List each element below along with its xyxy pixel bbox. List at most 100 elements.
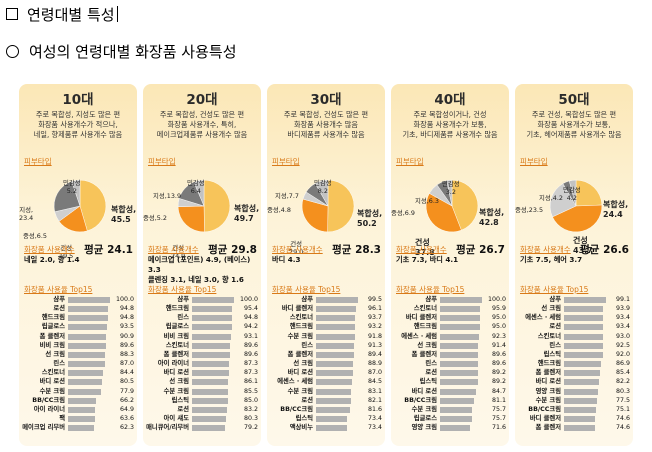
pie-label-name: 건성 (573, 236, 588, 245)
age-description: 주로 복합성, 건성도 많은 편 화장품 사용개수, 특히, 메이크업제품류 사용개… (146, 110, 258, 140)
pie-label-value: 37.8 (415, 248, 435, 257)
pie-label-value: 13.9 (166, 192, 182, 200)
bar-value: 92.5 (615, 341, 630, 349)
bar-row: 아이 라이너 87.3 (143, 360, 261, 368)
bar-row: 바디 로션 87.0 (267, 369, 385, 377)
bar (316, 379, 352, 386)
circle-bullet-icon (6, 44, 19, 58)
pie-label: 중성,6.5 (23, 232, 47, 240)
bar-row: 아이 섀도 80.3 (143, 415, 261, 423)
bar-value: 64.9 (119, 405, 134, 413)
pie-label-value: 3.2 (445, 188, 456, 196)
bar (316, 425, 347, 432)
bar-label: 선 크림 (169, 378, 189, 386)
cosmetics-count-label: 화장품 사용개수 (24, 245, 75, 254)
pie-slice (301, 198, 329, 233)
bar (316, 361, 354, 368)
section-heading: 연령대별 특성 (6, 4, 118, 24)
bar-label: 선 크림 (293, 360, 313, 368)
bar-value: 86.9 (615, 360, 630, 368)
bar-label: 립스틱 (543, 350, 561, 358)
bar (564, 306, 604, 313)
bar-row: 바디 클렌저 74.6 (515, 415, 633, 423)
bar-label: 린스 (301, 341, 313, 349)
bar-value: 84.4 (119, 369, 134, 377)
bar (316, 406, 351, 413)
bar (192, 315, 232, 322)
bar-row: 바디 클렌저 96.1 (267, 305, 385, 313)
bar (68, 406, 96, 413)
age-description: 주로 복합성, 건성도 많은 편 화장품 사용개수 많음 바디제품류 사용개수 많음 (270, 110, 382, 140)
bar-value: 100.0 (487, 296, 506, 303)
bar (68, 333, 107, 340)
bar-row: BB/CC크림 81.6 (267, 406, 385, 414)
bar-value: 92.3 (491, 332, 506, 340)
bar-label: 비비 크림 (163, 332, 189, 340)
bar-value: 91.4 (491, 341, 506, 349)
bar-label: 매니큐어/리무버 (146, 424, 189, 432)
bar-row: 선 크림 91.4 (391, 342, 509, 350)
bar (564, 333, 604, 340)
bar-row: BB/CC크림 75.1 (515, 406, 633, 414)
top15-label: 화장품 사용율 Top15 (148, 285, 217, 294)
bar (68, 361, 105, 368)
bar (68, 324, 108, 331)
bar-row: 샴푸 99.5 (267, 296, 385, 304)
bar-row: 폼 클렌저 90.9 (19, 333, 137, 341)
bar-row: 린스 94.8 (143, 314, 261, 322)
bar-value: 93.4 (615, 314, 630, 322)
bar (192, 425, 226, 432)
bar-label: 립글로스 (413, 414, 437, 422)
cosmetics-count-row: 화장품 사용개수 평균 26.7 (396, 242, 508, 256)
age-panel: 10대 주로 복합성, 지성도 많은 편 화장품 사용개수가 적으나, 네일, 향제품… (19, 84, 137, 446)
age-group-panels: 10대 주로 복합성, 지성도 많은 편 화장품 사용개수가 적으나, 네일, 향제품… (19, 84, 633, 446)
bar-label: 바디 로션 (287, 369, 313, 377)
bar-label: 립글로스 (41, 323, 65, 331)
bar-value: 71.6 (491, 424, 506, 432)
bar-value: 100.0 (115, 296, 134, 303)
bar-label: 바디 클렌저 (529, 414, 561, 422)
pie-label: 복합성, 50.2 (357, 209, 382, 229)
bar-row: 로션 83.2 (143, 406, 261, 414)
bar-value: 80.3 (243, 414, 258, 422)
bar-row: 에센스 · 세럼 84.5 (267, 378, 385, 386)
age-title: 50대 (558, 92, 590, 108)
bar-value: 88.3 (119, 350, 134, 358)
description-line: 주로 복합성, 건성도 많은 편 (283, 110, 369, 119)
bar-row: 비비 크림 93.1 (143, 333, 261, 341)
bar-value: 86.1 (243, 378, 258, 386)
bar (316, 397, 351, 404)
bar (316, 333, 355, 340)
bar-label: 바디 로션 (411, 387, 437, 395)
pie-label: 지성,7.7 (275, 192, 299, 200)
bar-label: 아이 라이너 (157, 360, 189, 368)
bar (564, 379, 599, 386)
bar-label: 린스 (177, 314, 189, 322)
count-detail-line: 클렌징 3.1, 네일 3.0, 향 1.6 (148, 275, 244, 284)
bar-label: 폼 클렌저 (287, 350, 313, 358)
bar (192, 370, 229, 377)
average-count: 평균 26.7 (456, 244, 505, 256)
bar-label: 핸드크림 (41, 314, 65, 322)
bar-row: 수분 크림 77.5 (515, 397, 633, 405)
bar-row: 선 크림 88.3 (19, 351, 137, 359)
average-count: 평균 26.6 (580, 244, 629, 256)
bar-label: 스킨토너 (537, 332, 561, 340)
text-cursor[interactable] (116, 6, 118, 22)
bar-value: 92.0 (615, 350, 630, 358)
bar-label: 수분 크림 (287, 387, 313, 395)
bar-value: 74.6 (615, 414, 630, 422)
bar-label: 에센스 · 세럼 (277, 378, 313, 386)
count-detail: 기초 7.5, 헤어 3.7 (520, 255, 632, 265)
bar-value: 93.9 (615, 305, 630, 313)
average-count: 평균 24.1 (84, 244, 133, 256)
pie-label: 지성,6.3 (415, 197, 439, 205)
pie-label-name: 건성 (60, 244, 72, 252)
pie-label-name: 민감성 (63, 179, 81, 187)
bar-value: 89.6 (491, 360, 506, 368)
pie-label-value: 42.8 (479, 218, 499, 227)
bar-label: 수분 크림 (39, 387, 65, 395)
bar-value: 87.0 (119, 360, 134, 368)
pie-label-value: 6.5 (36, 232, 47, 240)
top15-label: 화장품 사용율 Top15 (396, 285, 465, 294)
